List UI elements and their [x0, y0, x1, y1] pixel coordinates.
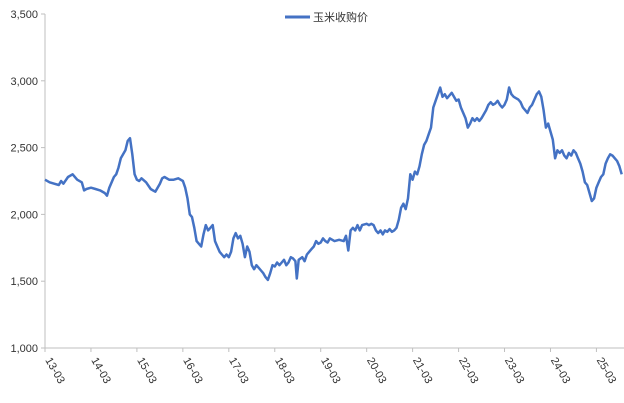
y-tick-label: 1,000 — [10, 343, 38, 355]
x-tick-label: 16-03 — [180, 356, 204, 386]
x-tick-label: 14-03 — [88, 356, 112, 386]
x-tick-label: 24-03 — [548, 356, 572, 386]
legend: 玉米收购价 — [285, 10, 368, 24]
x-tick-label: 21-03 — [410, 356, 434, 386]
y-axis: 1,000 1,500 2,000 2,500 3,000 3,500 — [10, 9, 46, 355]
x-tick-label: 13-03 — [42, 356, 66, 386]
y-tick-label: 2,000 — [10, 209, 38, 221]
x-tick-label: 18-03 — [272, 356, 296, 386]
series-line-0 — [44, 86, 623, 282]
legend-label: 玉米收购价 — [313, 10, 368, 24]
y-tick-label: 2,500 — [10, 143, 38, 155]
x-axis: 13-03 14-03 15-03 16-03 17-03 18-03 19-03 20-03… — [42, 347, 624, 386]
x-tick-label: 19-03 — [318, 356, 342, 386]
x-tick-label: 20-03 — [364, 356, 388, 386]
x-tick-label: 22-03 — [456, 356, 480, 386]
x-tick-label: 25-03 — [594, 356, 618, 386]
y-tick-label: 1,500 — [10, 276, 38, 288]
y-tick-label: 3,500 — [10, 9, 38, 21]
y-tick-label: 3,000 — [10, 76, 38, 88]
x-tick-label: 23-03 — [502, 356, 526, 386]
plot-area — [44, 86, 623, 282]
x-tick-label: 15-03 — [134, 356, 158, 386]
x-tick-label: 17-03 — [226, 356, 250, 386]
